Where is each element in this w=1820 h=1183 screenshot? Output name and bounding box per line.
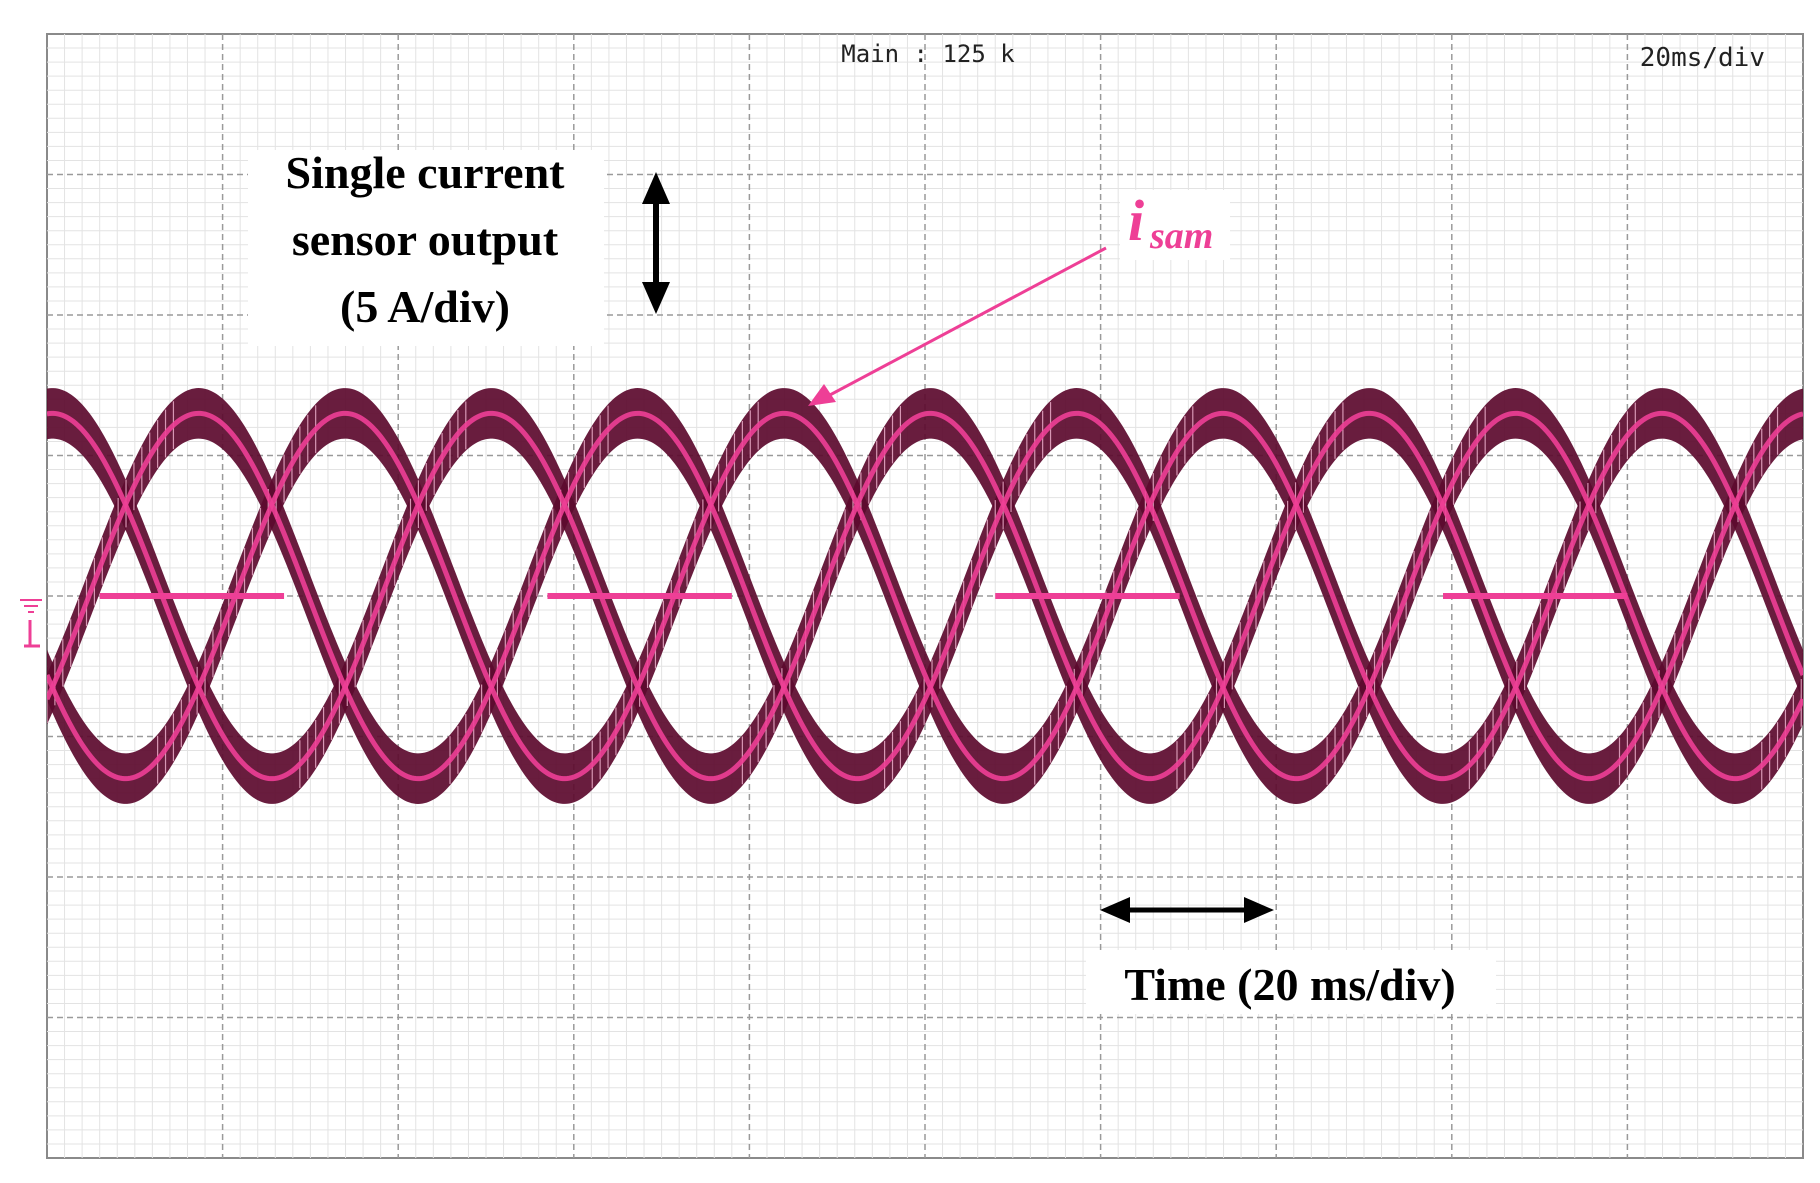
y-scale-line-3: (5 A/div) bbox=[340, 281, 510, 332]
isam-label-main: i bbox=[1128, 188, 1144, 253]
isam-pointer-arrow bbox=[808, 246, 1107, 406]
x-scale-label: Time (20 ms/div) bbox=[1124, 959, 1455, 1010]
isam-label: i sam bbox=[1120, 188, 1230, 260]
main-sample-label: Main : 125 k bbox=[841, 40, 1015, 68]
timebase-label: 20ms/div bbox=[1640, 43, 1765, 73]
trace-phase-1 bbox=[47, 410, 1803, 782]
x-scale-annotation: Time (20 ms/div) bbox=[1086, 950, 1496, 1014]
y-scale-annotation: Single current sensor output (5 A/div) bbox=[248, 147, 604, 346]
y-scale-line-1: Single current bbox=[286, 147, 566, 198]
vertical-double-arrow bbox=[642, 172, 670, 314]
horizontal-double-arrow bbox=[1100, 897, 1274, 923]
y-scale-line-2: sensor output bbox=[292, 214, 559, 265]
trace-phase-2 bbox=[47, 410, 1803, 782]
isam-trace bbox=[47, 410, 1803, 782]
isam-label-sub: sam bbox=[1149, 215, 1213, 257]
trace-phase-3 bbox=[47, 410, 1803, 782]
ground-marker bbox=[20, 599, 42, 648]
